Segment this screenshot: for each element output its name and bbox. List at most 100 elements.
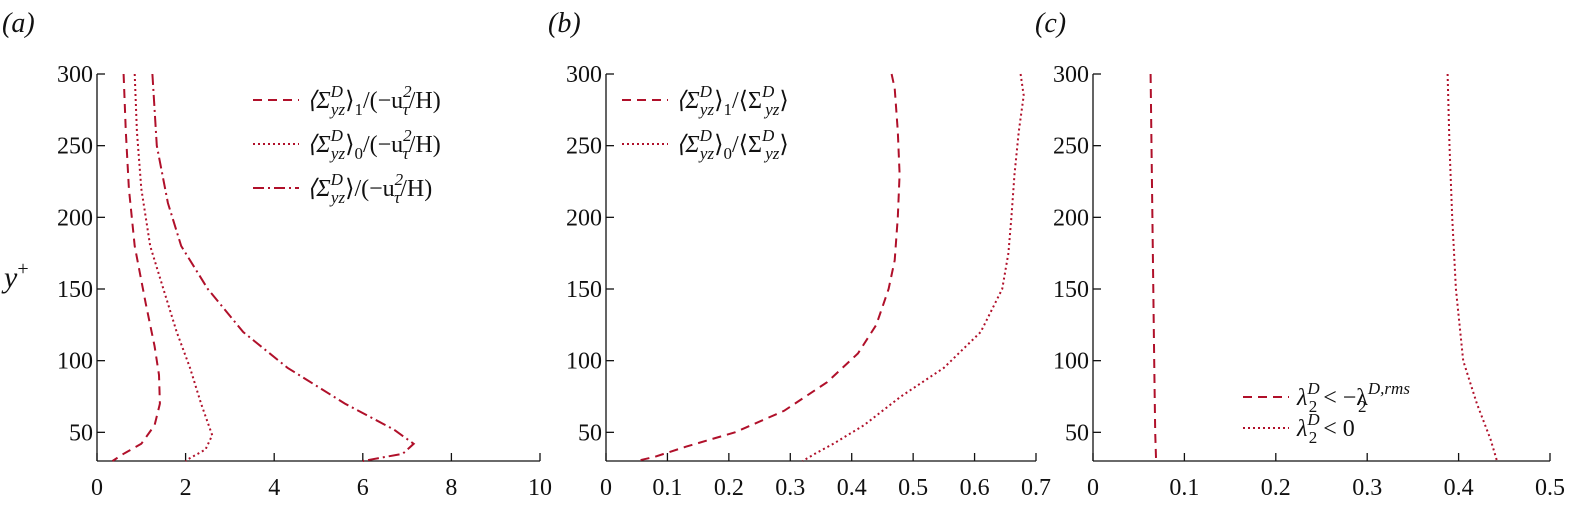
legend-label-part: yz [329,100,346,119]
legend-label-part: /(−u [363,132,403,158]
legend-label-part: /(−u [354,176,394,202]
legend-label-part: 2 [395,170,404,189]
legend-label-part: 2 [1309,428,1318,447]
legend-label: ⟨ΣD yz⟩1/⟨ΣD yz⟩ [676,82,789,119]
panel-b: (b) 0 0.1 0.2 0.3 0.4 0.5 0.6 0.7 50 100 150 200 250 3… [548,8,1051,501]
y-tick-label: 150 [57,277,93,303]
legend-label-part: < 0 [1317,416,1355,442]
y-tick-label: 300 [1053,62,1089,88]
y-tick-label: 200 [566,205,602,231]
legend-label-part: D [1306,410,1320,429]
legend-label-part: < −λ [1317,385,1368,411]
legend-label-part: yz [763,100,780,119]
legend-label-part: ⟨Σ [676,88,700,114]
legend-label: ⟨ΣD yz⟩0/(−u2 τ/H) [307,126,441,163]
y-tick-label: 50 [1065,420,1089,446]
panel-label: (a) [2,8,35,39]
legend-label-part: /H) [409,88,441,114]
legend-label-part: D [330,82,344,101]
legend-label-part: ⟩ [345,176,354,202]
x-tick-label: 0.2 [714,475,744,501]
y-tick-label: 250 [1053,134,1089,160]
x-tick-label: 0.6 [960,475,990,501]
legend-label-part: 2 [1358,397,1367,416]
x-tick-label: 0.4 [837,475,867,501]
x-tick-label: 6 [357,475,369,501]
legend-label-part: D [761,82,775,101]
legend-label-part: D [330,126,344,145]
legend-label: ⟨ΣD yz⟩/(−u2 τ/H) [307,170,432,207]
series-line-2 [802,73,1025,462]
legend-label-part: 1 [723,100,732,119]
y-tick-label: 250 [566,134,602,160]
series-line-1 [111,73,161,462]
x-tick-label: 0.2 [1261,475,1291,501]
legend-label-part: 0 [354,144,363,163]
legend-label-part: λ [1296,385,1307,411]
y-tick-label: 150 [1053,277,1089,303]
legend-label-part: ⟩ [345,132,354,158]
x-tick-label: 0.1 [652,475,682,501]
legend-label-part: τ [394,188,401,207]
legend-label-part: 2 [403,82,412,101]
legend-label-part: λ [1296,416,1307,442]
y-tick-label: 200 [57,205,93,231]
legend-label-part: yz [763,144,780,163]
legend-label-part: ⟨Σ [307,176,331,202]
legend-label-part: ⟩ [345,88,354,114]
legend-label-part: yz [329,144,346,163]
y-tick-label: 100 [566,349,602,375]
legend-label: λD 2 < 0 [1296,410,1355,447]
series-line-3 [151,73,416,462]
panel-label: (b) [548,8,581,39]
legend-label-part: ⟩ [714,88,723,114]
legend-label: ⟨ΣD yz⟩1/(−u2 τ/H) [307,82,441,119]
legend-label-part: 2 [1309,397,1318,416]
y-tick-label: 50 [69,420,93,446]
legend-label-part: ⟨Σ [676,132,700,158]
legend-label-part: D [699,126,713,145]
y-tick-label: 300 [566,62,602,88]
legend-label-part: ⟩ [779,88,788,114]
x-tick-label: 8 [445,475,457,501]
x-tick-label: 0.4 [1444,475,1474,501]
y-tick-label: 150 [566,277,602,303]
legend-label-part: D [699,82,713,101]
legend-label-part: ⟨Σ [307,88,331,114]
legend-label-part: 1 [354,100,363,119]
y-tick-label: 100 [1053,349,1089,375]
y-tick-label: 200 [1053,205,1089,231]
x-tick-label: 2 [180,475,192,501]
legend-label-part: 2 [403,126,412,145]
legend-label-part: 0 [723,144,732,163]
legend-label-part: τ [403,144,410,163]
series-line-1 [636,73,901,462]
x-tick-label: 0.5 [1535,475,1565,501]
legend-label-part: τ [403,100,410,119]
x-tick-label: 10 [528,475,552,501]
y-tick-label: 250 [57,134,93,160]
legend-label-part: D [330,170,344,189]
legend-label: λD 2 < −λD,rms 2 [1296,379,1410,416]
legend-label-part: yz [698,144,715,163]
y-axis-label: y+ [1,258,29,294]
y-tick-label: 50 [578,420,602,446]
y-tick-label: 100 [57,349,93,375]
legend-label-part: yz [698,100,715,119]
x-tick-label: 0 [600,475,612,501]
x-tick-label: 0.1 [1169,475,1199,501]
x-tick-label: 0.7 [1021,475,1051,501]
legend-label-part: /H) [409,132,441,158]
series-line-2 [133,73,214,462]
legend-label-part: ⟩ [779,132,788,158]
x-tick-label: 0.3 [775,475,805,501]
legend-label-part: /(−u [363,88,403,114]
series-line-2 [1446,73,1498,462]
legend-label-part: yz [329,188,346,207]
x-tick-label: 0 [91,475,103,501]
x-tick-label: 0 [1087,475,1099,501]
x-tick-label: 0.5 [898,475,928,501]
series-line-1 [1149,73,1158,462]
